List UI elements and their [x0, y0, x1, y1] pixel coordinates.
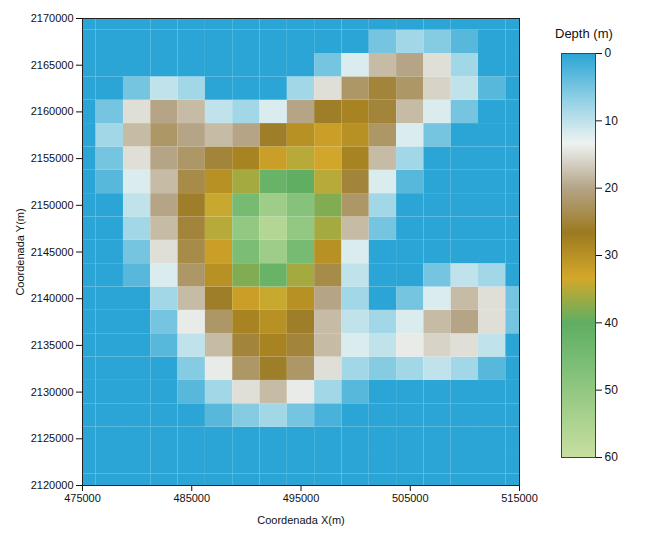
svg-text:2165000: 2165000 — [31, 59, 74, 71]
svg-text:2150000: 2150000 — [31, 199, 74, 211]
svg-text:60: 60 — [605, 450, 619, 464]
svg-text:2135000: 2135000 — [31, 339, 74, 351]
svg-text:2140000: 2140000 — [31, 292, 74, 304]
svg-text:2155000: 2155000 — [31, 152, 74, 164]
svg-text:505000: 505000 — [392, 492, 429, 504]
svg-text:30: 30 — [605, 248, 619, 262]
svg-text:2145000: 2145000 — [31, 246, 74, 258]
svg-text:2125000: 2125000 — [31, 432, 74, 444]
svg-text:Coordenada Y(m): Coordenada Y(m) — [14, 208, 26, 295]
html-text:Depth (m): Depth (m) — [555, 26, 613, 41]
svg-text:475000: 475000 — [64, 492, 101, 504]
svg-text:2120000: 2120000 — [31, 479, 74, 491]
svg-text:10: 10 — [605, 114, 619, 128]
svg-text:485000: 485000 — [173, 492, 210, 504]
svg-text:50: 50 — [605, 383, 619, 397]
svg-text:40: 40 — [605, 316, 619, 330]
svg-text:495000: 495000 — [283, 492, 320, 504]
svg-text:2160000: 2160000 — [31, 105, 74, 117]
svg-text:20: 20 — [605, 181, 619, 195]
svg-text:0: 0 — [605, 46, 612, 60]
svg-text:2170000: 2170000 — [31, 12, 74, 24]
svg-text:515000: 515000 — [501, 492, 538, 504]
svg-text:Coordenada X(m): Coordenada X(m) — [257, 514, 344, 526]
svg-text:2130000: 2130000 — [31, 386, 74, 398]
